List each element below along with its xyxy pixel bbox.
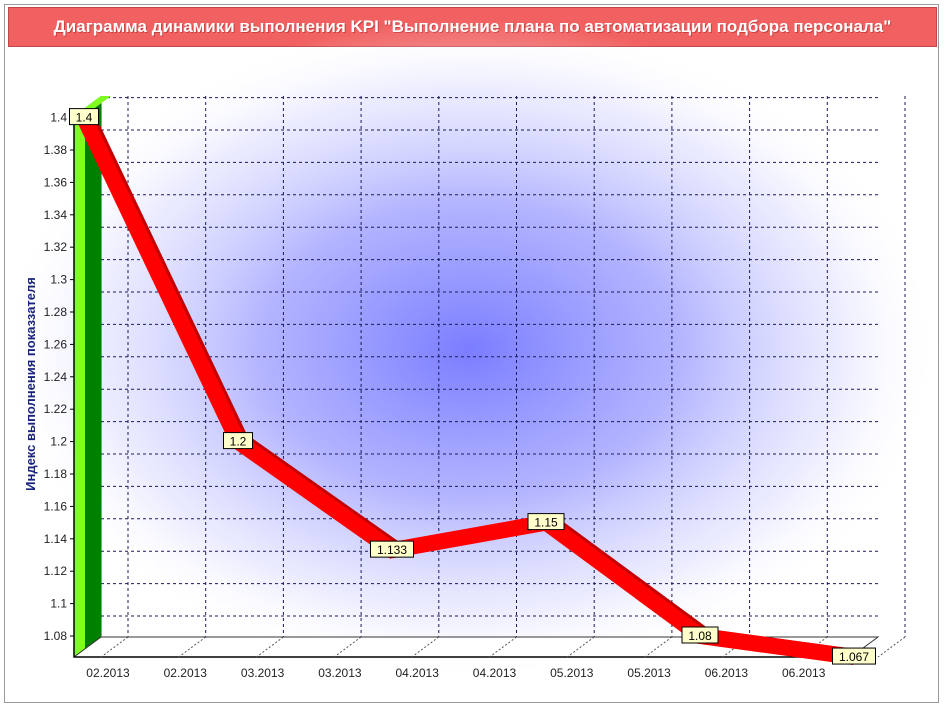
y-tick-label: 1.3 <box>50 273 67 287</box>
y-tick-label: 1.22 <box>44 402 68 416</box>
data-label: 1.2 <box>230 435 247 449</box>
y-tick-label: 1.24 <box>44 370 68 384</box>
y-tick-label: 1.36 <box>44 175 68 189</box>
y-tick-label: 1.08 <box>44 629 68 643</box>
data-labels: 1.4 1.2 1.133 1.15 1.08 1.067 <box>69 108 876 665</box>
data-label: 1.067 <box>839 650 869 664</box>
y-tick-label: 1.4 <box>50 111 67 125</box>
y-tick-label: 1.16 <box>44 499 68 513</box>
x-tick-label: 05.2013 <box>550 666 594 680</box>
y-tick-label: 1.1 <box>50 597 67 611</box>
data-label: 1.15 <box>534 516 558 530</box>
floor-grid-line <box>411 636 440 658</box>
y-tick-label: 1.32 <box>44 240 68 254</box>
data-label-box <box>832 647 876 665</box>
x-tick-label: 06.2013 <box>705 666 749 680</box>
y-tick-label: 1.12 <box>44 564 68 578</box>
x-axis-ticks: 02.2013 02.2013 03.2013 03.2013 04.2013 04.20… <box>86 666 825 680</box>
y-axis-wall-face <box>74 108 85 657</box>
x-tick-label: 03.2013 <box>318 666 362 680</box>
floor-grid-line <box>100 636 129 658</box>
y-axis-ticks: 1.08 1.1 1.12 1.14 1.16 1.18 1.2 1.22 1.24 1.26 1.… <box>44 111 74 643</box>
plot-background-glow <box>0 20 940 680</box>
y-tick-label: 1.34 <box>44 208 68 222</box>
data-label: 1.08 <box>688 629 712 643</box>
axes <box>72 96 906 658</box>
y-tick-label: 1.38 <box>44 143 68 157</box>
y-tick-label: 1.2 <box>50 435 67 449</box>
data-label-box <box>223 432 253 450</box>
floor-grid-line <box>877 636 906 658</box>
floor-grid-line <box>178 636 206 658</box>
data-label: 1.133 <box>377 543 407 557</box>
data-label: 1.4 <box>76 111 93 125</box>
floor-grid-line <box>256 636 284 658</box>
data-label-box <box>681 626 719 644</box>
y-tick-label: 1.26 <box>44 337 68 351</box>
x-tick-label: 04.2013 <box>396 666 440 680</box>
floor-grid-line <box>489 636 517 658</box>
floor-grid-line <box>644 636 673 658</box>
series-line <box>76 110 863 665</box>
data-label-box <box>527 513 565 531</box>
y-tick-label: 1.18 <box>44 467 68 481</box>
data-label-box <box>370 540 414 558</box>
floor-grid-line <box>333 636 362 658</box>
y-tick-label: 1.28 <box>44 305 68 319</box>
x-tick-label: 02.2013 <box>164 666 208 680</box>
x-tick-label: 06.2013 <box>782 666 826 680</box>
x-tick-label: 05.2013 <box>627 666 671 680</box>
data-label-box <box>69 108 99 126</box>
x-tick-label: 04.2013 <box>473 666 517 680</box>
series-line-path <box>76 114 856 665</box>
y-tick-label: 1.14 <box>44 532 68 546</box>
y-axis-label: Индекс выполнения показзателя <box>23 277 38 491</box>
x-tick-label: 02.2013 <box>86 666 130 680</box>
x-tick-label: 03.2013 <box>241 666 285 680</box>
floor-grid-line <box>566 636 595 658</box>
